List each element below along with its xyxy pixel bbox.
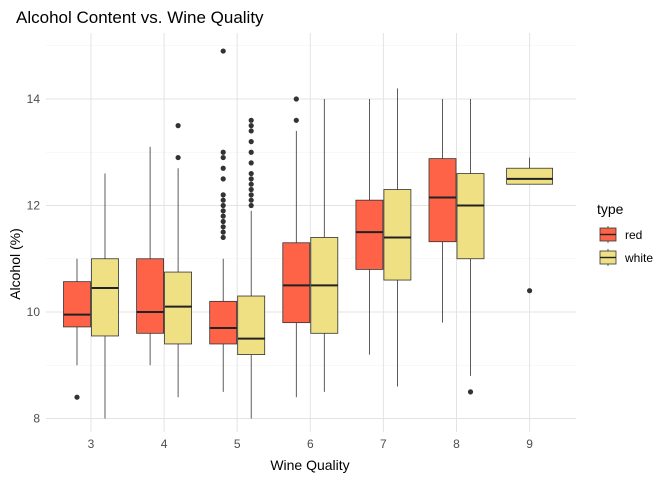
outlier-point bbox=[293, 117, 299, 123]
outlier-point bbox=[248, 160, 254, 166]
box-red-4 bbox=[136, 146, 165, 366]
outlier-point bbox=[248, 149, 254, 155]
box-white-9 bbox=[506, 157, 554, 294]
outlier-point bbox=[220, 224, 226, 230]
outlier-point bbox=[467, 389, 474, 395]
y-tick-label: 8 bbox=[33, 412, 40, 426]
outlier-point bbox=[220, 229, 226, 235]
box-body bbox=[136, 258, 165, 334]
box-body bbox=[428, 158, 457, 243]
box-white-7 bbox=[383, 88, 412, 387]
outlier-point bbox=[248, 123, 254, 129]
y-axis-ticks: 8 10 12 14 bbox=[27, 92, 41, 426]
legend-label-white: white bbox=[624, 251, 653, 265]
outlier-point bbox=[248, 176, 254, 182]
grid bbox=[46, 33, 576, 432]
x-axis-title: Wine Quality bbox=[270, 457, 349, 473]
outlier-point bbox=[293, 96, 299, 102]
x-tick-label: 6 bbox=[307, 437, 314, 451]
legend-label-red: red bbox=[625, 228, 642, 242]
x-tick-label: 3 bbox=[88, 437, 95, 451]
box-white-3 bbox=[91, 173, 119, 419]
box-body bbox=[209, 300, 238, 345]
x-tick-label: 9 bbox=[526, 437, 533, 451]
x-tick-label: 4 bbox=[161, 437, 168, 451]
outlier-point bbox=[248, 192, 254, 198]
box-white-4 bbox=[164, 123, 193, 398]
x-tick-label: 5 bbox=[234, 437, 241, 451]
x-axis-ticks: 3 4 5 6 7 8 9 bbox=[88, 437, 534, 451]
outlier-point bbox=[220, 234, 226, 241]
box-body bbox=[63, 281, 91, 328]
outlier-point bbox=[220, 218, 226, 225]
outlier-point bbox=[220, 202, 226, 209]
y-tick-label: 10 bbox=[27, 305, 41, 319]
box-white-5 bbox=[237, 117, 266, 419]
box-red-7 bbox=[355, 99, 384, 355]
x-tick-label: 7 bbox=[380, 437, 387, 451]
box-red-6 bbox=[282, 96, 311, 398]
outlier-point bbox=[527, 288, 533, 294]
box-red-3 bbox=[63, 258, 91, 400]
outlier-point bbox=[248, 186, 254, 193]
x-tick-label: 8 bbox=[453, 437, 460, 451]
legend: type red white bbox=[597, 201, 653, 266]
box-body bbox=[91, 258, 119, 337]
outlier-point bbox=[175, 123, 181, 129]
legend-item-white: white bbox=[599, 249, 653, 266]
outlier-point bbox=[220, 149, 226, 155]
outlier-point bbox=[248, 202, 254, 209]
outlier-point bbox=[74, 394, 80, 400]
y-tick-label: 14 bbox=[27, 92, 41, 106]
chart-title: Alcohol Content vs. Wine Quality bbox=[16, 8, 264, 27]
outlier-point bbox=[220, 213, 226, 219]
outlier-point bbox=[220, 165, 226, 171]
box-body bbox=[506, 167, 554, 185]
boxes bbox=[63, 48, 554, 419]
outlier-point bbox=[248, 128, 254, 134]
legend-item-red: red bbox=[599, 226, 642, 243]
outlier-point bbox=[248, 197, 254, 203]
outlier-point bbox=[248, 181, 254, 187]
outlier-point bbox=[175, 154, 181, 161]
outlier-point bbox=[248, 170, 254, 177]
y-tick-label: 12 bbox=[27, 199, 41, 213]
y-axis-title: Alcohol (%) bbox=[7, 228, 23, 300]
outlier-point bbox=[220, 197, 226, 203]
box-body bbox=[355, 199, 384, 270]
box-body bbox=[282, 242, 311, 324]
legend-title: type bbox=[597, 201, 624, 217]
outlier-point bbox=[220, 48, 226, 54]
box-white-6 bbox=[310, 99, 339, 392]
box-body bbox=[456, 173, 485, 260]
outlier-point bbox=[220, 154, 226, 161]
box-red-8 bbox=[428, 99, 457, 323]
outlier-point bbox=[220, 192, 226, 198]
outlier-point bbox=[220, 208, 226, 214]
outlier-point bbox=[248, 117, 254, 123]
outlier-point bbox=[220, 176, 226, 182]
box-red-5 bbox=[209, 48, 238, 392]
box-white-8 bbox=[456, 99, 485, 395]
box-body bbox=[383, 189, 412, 281]
box-body bbox=[164, 271, 193, 345]
outlier-point bbox=[248, 139, 254, 145]
box-body bbox=[237, 295, 266, 355]
